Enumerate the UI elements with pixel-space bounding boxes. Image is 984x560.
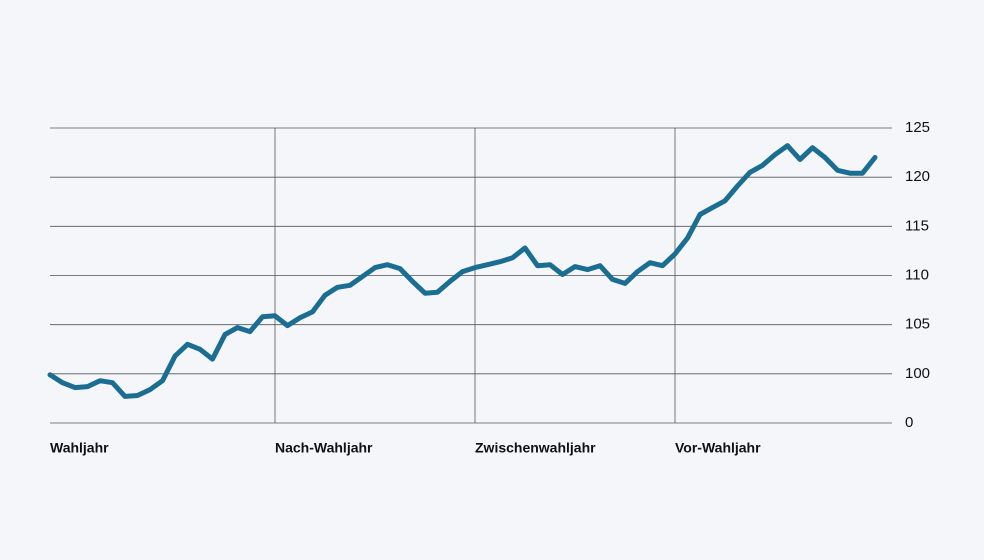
y-tick-label: 125 (905, 119, 930, 136)
y-tick-label: 120 (905, 168, 930, 185)
y-tick-label: 100 (905, 365, 930, 382)
y-tick-label: 0 (905, 414, 913, 431)
x-tick-label: Nach-Wahljahr (275, 440, 373, 456)
x-tick-label: Wahljahr (50, 440, 109, 456)
line (47, 143, 878, 399)
y-tick-label: 105 (905, 316, 930, 333)
y-tick-label: 115 (905, 217, 929, 234)
y-tick-label: 110 (905, 266, 929, 283)
x-tick-label: Vor-Wahljahr (675, 440, 761, 456)
x-tick-label: Zwischenwahljahr (475, 440, 596, 456)
